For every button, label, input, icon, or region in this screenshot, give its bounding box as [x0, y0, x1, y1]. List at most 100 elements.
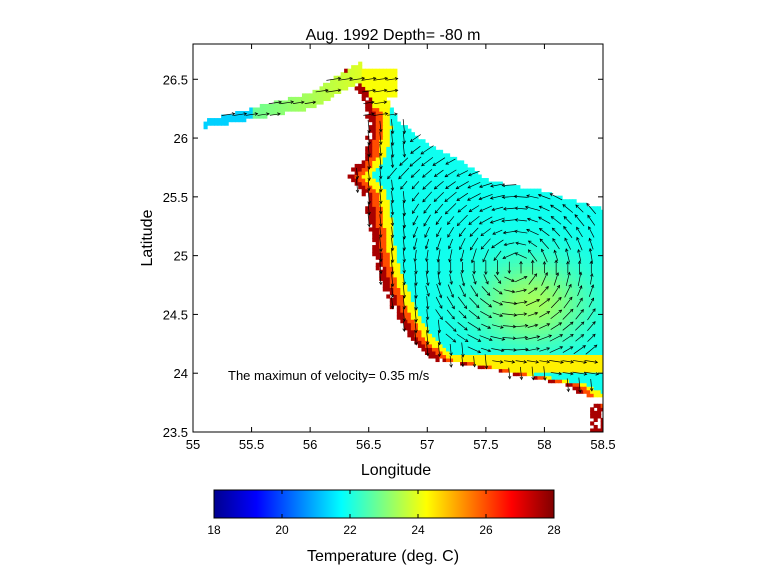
temperature-cell: [512, 223, 517, 229]
temperature-cell: [523, 329, 528, 334]
temperature-cell: [597, 343, 602, 348]
velocity-arrow: [355, 177, 359, 193]
velocity-arrow-head: [422, 186, 426, 190]
temperature-cell: [474, 255, 479, 260]
velocity-arrow-head: [437, 341, 442, 346]
temperature-cell: [456, 213, 461, 218]
temperature-cell: [421, 336, 426, 341]
temperature-cell: [424, 301, 430, 306]
temperature-cell: [439, 248, 444, 253]
temperature-cell: [389, 167, 394, 172]
temperature-cell: [365, 82, 370, 87]
temperature-cell: [537, 329, 542, 334]
temperature-cell: [435, 312, 440, 317]
temperature-cell: [431, 347, 437, 352]
velocity-arrow-head: [461, 282, 466, 287]
temperature-cell: [474, 354, 479, 359]
temperature-cell: [488, 195, 493, 200]
temperature-cell: [474, 276, 479, 281]
temperature-cell: [326, 86, 331, 91]
temperature-cell: [590, 407, 595, 412]
temperature-cell: [449, 308, 454, 313]
temperature-cell: [477, 364, 482, 370]
temperature-cell: [382, 178, 387, 183]
temperature-cell: [375, 139, 380, 144]
temperature-cell: [417, 266, 423, 271]
temperature-cell: [414, 146, 419, 151]
temperature-cell: [590, 206, 595, 211]
temperature-cell: [431, 269, 437, 274]
temperature-cell: [379, 118, 384, 123]
temperature-cell: [379, 96, 384, 102]
temperature-cell: [396, 160, 401, 165]
temperature-cell: [551, 283, 556, 288]
temperature-cell: [421, 287, 426, 292]
temperature-cell: [583, 382, 588, 387]
temperature-cell: [439, 230, 444, 236]
temperature-cell: [516, 269, 521, 274]
temperature-cell: [533, 305, 538, 310]
temperature-cell: [407, 290, 412, 296]
temperature-cell: [470, 255, 475, 260]
temperature-cell: [460, 241, 465, 246]
temperature-cell: [509, 297, 514, 303]
temperature-cell: [491, 245, 496, 250]
temperature-cell: [407, 195, 412, 200]
temperature-cell: [590, 393, 595, 398]
temperature-cell: [516, 188, 521, 193]
temperature-cell: [569, 287, 574, 292]
temperature-cell: [467, 357, 472, 363]
temperature-cell: [417, 308, 423, 313]
velocity-arrow-head: [568, 283, 572, 288]
velocity-arrow-head: [390, 142, 395, 146]
temperature-cell: [526, 326, 531, 331]
temperature-cell: [565, 213, 570, 218]
temperature-cell: [439, 333, 444, 338]
temperature-cell: [424, 188, 430, 193]
temperature-cell: [456, 238, 461, 243]
temperature-cell: [375, 146, 380, 151]
temperature-cell: [597, 379, 602, 384]
temperature-cell: [562, 315, 567, 320]
velocity-arrow: [504, 276, 515, 282]
temperature-cell: [505, 230, 510, 236]
temperature-cell: [467, 188, 472, 193]
temperature-cell: [284, 103, 289, 109]
temperature-cell: [463, 308, 468, 313]
temperature-cell: [386, 68, 391, 73]
temperature-cell: [410, 199, 415, 204]
temperature-cell: [481, 185, 486, 190]
temperature-cell: [270, 103, 275, 109]
temperature-cell: [544, 368, 549, 373]
temperature-cell: [396, 262, 401, 267]
temperature-cell: [488, 255, 493, 260]
temperature-cell: [375, 178, 380, 183]
temperature-cell: [382, 209, 387, 214]
temperature-cell: [428, 312, 433, 317]
temperature-cell: [421, 276, 426, 281]
temperature-cell: [558, 241, 563, 246]
temperature-cell: [453, 206, 458, 211]
temperature-cell: [495, 227, 500, 232]
velocity-arrow: [391, 119, 394, 134]
temperature-cell: [417, 206, 423, 211]
temperature-cell: [551, 364, 556, 370]
temperature-cell: [460, 336, 465, 341]
temperature-cell: [569, 308, 574, 313]
temperature-cell: [558, 368, 563, 373]
temperature-cell: [463, 223, 468, 229]
temperature-cell: [551, 216, 556, 221]
temperature-cell: [516, 216, 521, 221]
temperature-cell: [551, 343, 556, 348]
velocity-arrow-head: [453, 328, 457, 332]
temperature-cell: [442, 326, 447, 331]
temperature-cell: [586, 382, 591, 387]
temperature-cell: [474, 199, 479, 204]
temperature-cell: [509, 319, 514, 324]
temperature-cell: [291, 107, 296, 112]
temperature-cell: [323, 86, 328, 91]
temperature-cell: [463, 170, 468, 176]
temperature-cell: [463, 322, 468, 327]
temperature-cell: [547, 375, 553, 380]
temperature-cell: [558, 364, 563, 370]
